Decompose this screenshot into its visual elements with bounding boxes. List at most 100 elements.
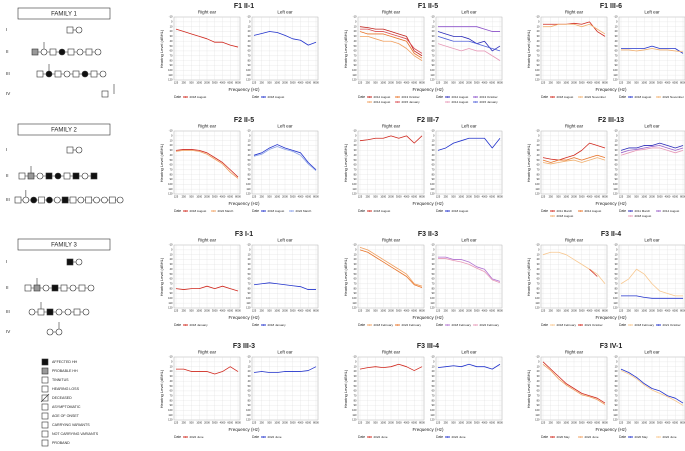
- y-tick-label: 20: [615, 369, 618, 373]
- legend-label: NOT CARRYING VARIANTS: [52, 432, 99, 436]
- legend-label: 2022 November: [585, 95, 606, 99]
- legend-swatch-dot: [446, 96, 449, 98]
- y-tick-label: 0: [171, 134, 173, 138]
- legend-swatch-dot: [474, 101, 477, 103]
- y-tick-label: 0: [616, 360, 618, 364]
- y-tick-label: 90: [615, 291, 618, 295]
- legend-label: ASYMPTOMATIC: [52, 405, 81, 409]
- x-tick-label: 4000: [665, 81, 671, 85]
- pedigree-female: [36, 172, 44, 180]
- x-axis-label: Frequency (Hz): [595, 315, 627, 320]
- y-tick-label: 120: [430, 192, 435, 196]
- legend-swatch-dot: [629, 436, 632, 438]
- y-tick-label: 30: [354, 262, 357, 266]
- y-tick-label: 80: [170, 398, 173, 402]
- y-tick-label: -10: [169, 15, 173, 19]
- y-tick-label: 120: [535, 418, 540, 422]
- y-tick-label: -10: [614, 355, 618, 359]
- x-tick-label: 8000: [235, 309, 241, 313]
- y-tick-label: 120: [168, 306, 173, 310]
- y-tick-label: 120: [613, 192, 618, 196]
- y-tick-label: 30: [170, 148, 173, 152]
- audiogram-panel: F3 IV-1 Hearing Level (dBHL) Frequency (Hz…: [526, 343, 685, 439]
- generation-label: III: [6, 197, 10, 202]
- series-line: [437, 363, 501, 370]
- x-tick-label: 2000: [388, 421, 394, 425]
- y-tick-label: 0: [538, 360, 540, 364]
- ear-label: Right ear: [565, 238, 584, 243]
- panel-title: F3 III-4: [417, 343, 439, 350]
- y-tick-label: 40: [537, 153, 540, 157]
- legend-swatch-dot: [629, 324, 632, 326]
- y-axis-label: Hearing Level (dBHL): [343, 257, 348, 296]
- panel-title: F1 III-6: [600, 3, 622, 10]
- y-tick-label: 90: [170, 177, 173, 181]
- panel-title: F1 II-1: [234, 3, 254, 10]
- y-tick-label: 90: [432, 291, 435, 295]
- y-tick-label: 30: [248, 148, 251, 152]
- y-tick-label: 10: [432, 252, 435, 256]
- x-tick-label: 1000: [458, 421, 464, 425]
- y-tick-label: 30: [432, 34, 435, 38]
- pedigree-legend: AFFECTED HH PROBABLE HH TINNITUS HEARING LO…: [40, 358, 99, 447]
- y-tick-label: 100: [246, 408, 251, 412]
- pedigree-male: [41, 430, 49, 438]
- y-tick-label: 80: [354, 172, 357, 176]
- x-tick-label: 8000: [680, 81, 685, 85]
- legend-label: 2015 January: [402, 100, 421, 104]
- y-tick-label: 40: [537, 379, 540, 383]
- panel-title: F2 II-5: [234, 117, 254, 124]
- y-tick-label: 10: [615, 138, 618, 142]
- legend-swatch-dot: [551, 210, 554, 212]
- x-tick-label: 1000: [458, 309, 464, 313]
- x-tick-label: 1000: [563, 195, 569, 199]
- y-tick-label: 0: [616, 134, 618, 138]
- x-tick-label: 250: [260, 421, 265, 425]
- series-line: [175, 285, 239, 292]
- y-tick-label: 40: [248, 379, 251, 383]
- y-tick-label: 120: [246, 306, 251, 310]
- series-line: [542, 157, 606, 165]
- ear-label: Left ear: [461, 350, 477, 355]
- x-tick-label: 125: [252, 309, 257, 313]
- series-line: [175, 149, 239, 179]
- pedigree-male: [85, 196, 93, 204]
- y-tick-label: 60: [615, 389, 618, 393]
- y-tick-label: 90: [170, 403, 173, 407]
- legend-label: 2018 August: [268, 209, 285, 213]
- family-box: [17, 7, 111, 20]
- y-tick-label: 110: [430, 413, 435, 417]
- y-tick-label: 80: [432, 398, 435, 402]
- x-tick-label: 500: [634, 195, 639, 199]
- x-tick-label: 2000: [466, 421, 472, 425]
- series-line: [253, 144, 317, 171]
- series-line: [437, 43, 501, 61]
- pedigree-female: [30, 196, 38, 204]
- y-tick-label: -10: [536, 129, 540, 133]
- ear-label: Left ear: [644, 10, 660, 15]
- series-line: [253, 146, 317, 172]
- x-tick-label: 6000: [227, 195, 233, 199]
- legend-label: 2018 August: [635, 95, 652, 99]
- y-tick-label: 40: [615, 39, 618, 43]
- legend-label: 2012 August: [452, 95, 469, 99]
- y-tick-label: 10: [354, 364, 357, 368]
- x-tick-label: 8000: [497, 421, 503, 425]
- series-line: [543, 23, 606, 35]
- x-tick-label: 500: [634, 421, 639, 425]
- y-tick-label: 110: [352, 413, 357, 417]
- y-tick-label: 50: [432, 272, 435, 276]
- pedigree-male: [61, 196, 69, 204]
- series-line: [253, 282, 316, 290]
- legend-title: Date: [358, 435, 365, 439]
- y-tick-label: 0: [355, 248, 357, 252]
- pedigree-female: [53, 196, 61, 204]
- y-tick-label: 60: [537, 389, 540, 393]
- pedigree-female: [55, 328, 63, 336]
- pedigree-female: [64, 308, 72, 316]
- x-tick-label: 1000: [458, 195, 464, 199]
- y-tick-label: -10: [536, 15, 540, 19]
- x-tick-label: 3000: [212, 309, 218, 313]
- y-tick-label: 90: [170, 291, 173, 295]
- x-tick-label: 8000: [419, 309, 425, 313]
